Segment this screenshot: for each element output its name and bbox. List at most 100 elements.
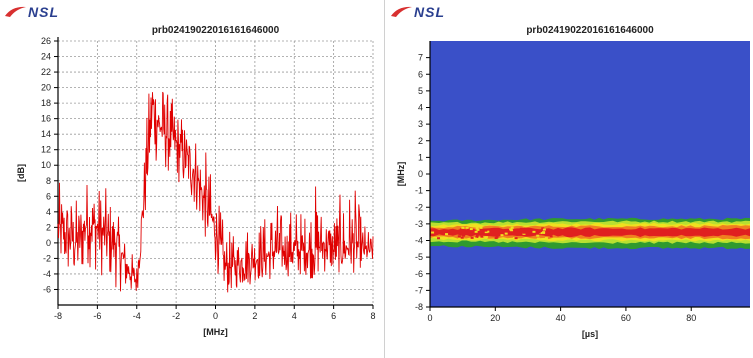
- y-tick-label: -2: [43, 253, 51, 263]
- band-speckle: [509, 228, 513, 231]
- band-speckle: [537, 231, 541, 234]
- band-speckle: [458, 237, 462, 240]
- y-tick-label: 0: [46, 238, 51, 248]
- band-speckle: [542, 231, 546, 234]
- band-speckle: [469, 228, 473, 231]
- band-speckle: [470, 236, 474, 239]
- band-speckle: [474, 230, 478, 233]
- band-speckle: [480, 235, 484, 238]
- y-tick-label: 4: [46, 207, 51, 217]
- band-speckle: [542, 228, 546, 231]
- x-axis-label: [MHz]: [203, 327, 228, 337]
- band-speckle: [544, 237, 548, 240]
- band-speckle: [500, 234, 504, 237]
- band-speckle: [475, 235, 479, 238]
- band-speckle: [480, 232, 484, 235]
- band-speckle: [476, 228, 480, 231]
- x-tick-label: 4: [292, 311, 297, 321]
- y-tick-label: 7: [418, 53, 423, 63]
- y-tick-label: -3: [415, 219, 423, 229]
- band-speckle: [484, 231, 488, 234]
- band-speckle: [519, 227, 523, 230]
- band-speckle: [547, 231, 551, 234]
- series-trace: [57, 91, 374, 293]
- band-speckle: [486, 230, 490, 233]
- y-tick-label: 2: [46, 222, 51, 232]
- x-tick-label: 60: [621, 313, 631, 323]
- band-speckle: [437, 237, 441, 240]
- x-tick-label: 6: [331, 311, 336, 321]
- band-speckle: [460, 236, 464, 239]
- band-speckle: [495, 236, 499, 239]
- y-axis-label: [MHz]: [396, 162, 406, 187]
- y-tick-label: 4: [418, 103, 423, 113]
- band-speckle: [475, 234, 479, 237]
- y-tick-label: 8: [46, 176, 51, 186]
- band-speckle: [512, 237, 516, 240]
- y-tick-label: 5: [418, 86, 423, 96]
- x-tick-label: -8: [54, 311, 62, 321]
- x-tick-label: 40: [556, 313, 566, 323]
- band-speckle: [445, 233, 449, 236]
- spectrum-chart: prb02419022016161646000-8 -6 -4 -2 0 2 4 6 8-6-4…: [16, 25, 376, 337]
- logo-swoosh-icon: [391, 6, 412, 17]
- x-tick-label: 0: [213, 311, 218, 321]
- y-tick-label: -8: [415, 302, 423, 312]
- band-speckle: [462, 234, 466, 237]
- y-tick-label: -5: [415, 252, 423, 262]
- spectrogram-panel: NSL prb02419022016161646000 0 20 40 60 80 -8 -7…: [386, 0, 753, 358]
- y-tick-label: -1: [415, 186, 423, 196]
- x-tick-label: -6: [93, 311, 101, 321]
- x-tick-label: 0: [427, 313, 432, 323]
- band-speckle: [504, 232, 508, 235]
- x-axis-label: [µs]: [582, 329, 598, 339]
- y-tick-label: 2: [418, 136, 423, 146]
- y-tick-label: -6: [43, 284, 51, 294]
- band-speckle: [459, 228, 463, 231]
- band-speckle: [541, 232, 545, 235]
- band-speckle: [510, 226, 514, 229]
- band-speckle: [549, 229, 553, 232]
- band-speckle: [536, 237, 540, 240]
- band-speckle: [484, 236, 488, 239]
- band-speckle: [457, 235, 461, 238]
- plot-background: [430, 41, 750, 307]
- logo-swoosh-icon: [5, 6, 26, 17]
- y-tick-label: 16: [41, 114, 51, 124]
- band-speckle: [484, 229, 488, 232]
- x-tick-label: -2: [172, 311, 180, 321]
- y-tick-label: 6: [46, 191, 51, 201]
- band-speckle: [465, 226, 469, 229]
- band-speckle: [522, 232, 526, 235]
- y-tick-label: -6: [415, 269, 423, 279]
- y-tick-label: -7: [415, 285, 423, 295]
- logo-text: NSL: [28, 4, 59, 20]
- band-speckle: [431, 231, 435, 234]
- x-tick-label: -4: [133, 311, 141, 321]
- y-tick-label: 3: [418, 119, 423, 129]
- y-tick-label: 0: [418, 169, 423, 179]
- band-speckle: [461, 226, 465, 229]
- band-speckle: [496, 231, 500, 234]
- x-tick-label: 20: [490, 313, 500, 323]
- band-speckle: [541, 227, 545, 230]
- y-tick-label: 1: [418, 152, 423, 162]
- y-tick-label: 6: [418, 69, 423, 79]
- y-tick-label: 10: [41, 160, 51, 170]
- y-tick-label: 18: [41, 98, 51, 108]
- y-tick-label: 22: [41, 67, 51, 77]
- band-speckle: [479, 226, 483, 229]
- band-speckle: [522, 231, 526, 234]
- y-tick-label: -4: [43, 269, 51, 279]
- band-speckle: [475, 227, 479, 230]
- y-tick-label: 26: [41, 36, 51, 46]
- band-speckle: [549, 235, 553, 238]
- y-axis-label: [dB]: [16, 164, 26, 182]
- y-tick-label: 12: [41, 145, 51, 155]
- band-speckle: [514, 237, 518, 240]
- y-tick-label: 14: [41, 129, 51, 139]
- y-tick-label: -2: [415, 202, 423, 212]
- x-tick-label: 2: [252, 311, 257, 321]
- spectrum-panel: NSL prb02419022016161646000 -8 -6 -4 -2 0 2 4 6 8…: [5, 0, 385, 358]
